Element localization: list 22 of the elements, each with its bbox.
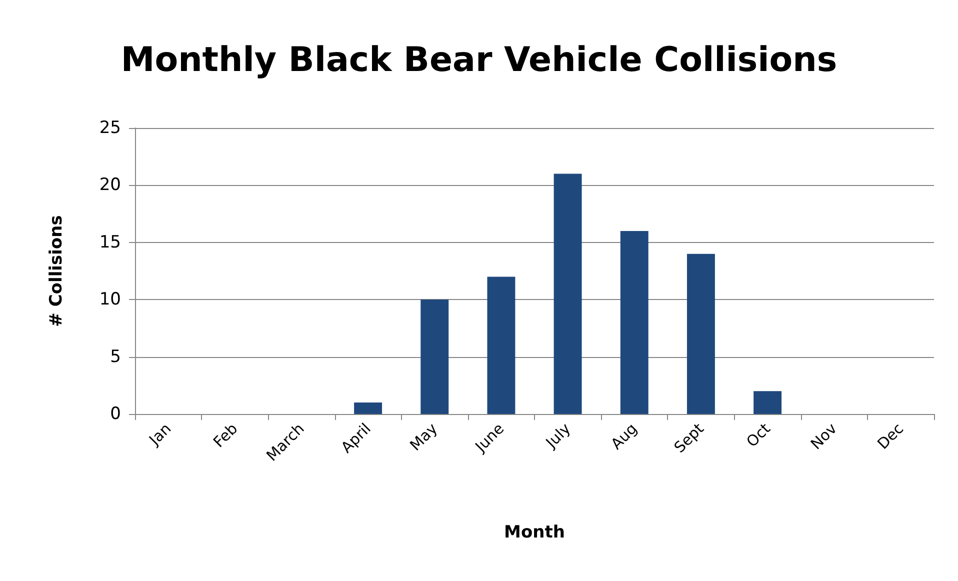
chart-title: Monthly Black Bear Vehicle Collisions [120,40,838,80]
y-axis-title: # Collisions [46,215,66,327]
y-tick-label: 0 [110,404,121,424]
bar [420,300,449,414]
x-tick-label: Nov [807,420,841,454]
x-tick-label: Dec [874,420,908,453]
bar [620,230,648,414]
x-tick-label: Feb [210,420,242,452]
bar [554,174,582,414]
y-tick-label: 10 [99,290,121,310]
x-axis-title: Month [504,522,565,542]
bar [487,276,516,414]
y-tick-label: 15 [99,232,121,252]
bar [354,402,382,414]
y-tick-label: 20 [99,175,121,196]
bar [754,391,782,414]
y-tick-label: 5 [110,346,121,367]
bar [686,254,715,414]
x-tick-label: Oct [742,420,774,451]
y-tick-label: 25 [99,118,121,138]
x-tick-label: Jan [144,420,175,450]
x-tick-label: Aug [607,420,641,454]
